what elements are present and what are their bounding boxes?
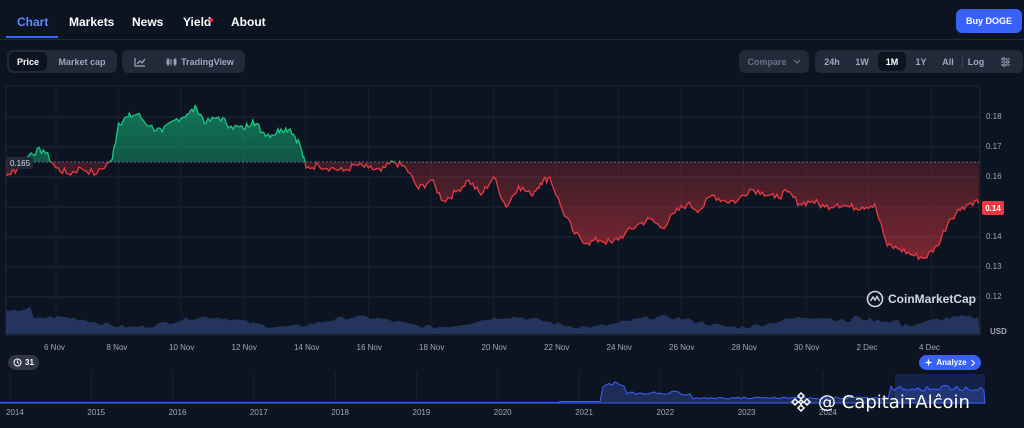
year-label: 2015 [87, 408, 106, 417]
chart-settings-button[interactable] [992, 52, 1018, 71]
price-line-below [5, 162, 980, 261]
new-indicator-dot [209, 18, 213, 22]
event-count: 31 [25, 358, 34, 367]
watermark-text: CoinMarketCap [888, 292, 977, 306]
volume-bars [6, 306, 980, 334]
x-tick-label: 6 Nov [44, 343, 65, 352]
tab-markets[interactable]: Markets [69, 15, 115, 29]
x-tick-label: 14 Nov [294, 343, 320, 352]
line-chart-icon [134, 57, 146, 67]
current-price-tag: 0.14 [982, 201, 1004, 215]
range-1m-button[interactable]: 1M [878, 52, 906, 71]
coinmarketcap-watermark: CoinMarketCap [866, 290, 976, 308]
reference-price-tag: 0.165 [7, 157, 34, 169]
compare-dropdown[interactable]: Compare [739, 50, 809, 73]
y-tick-label: 0.17 [986, 142, 1002, 151]
price-area-below [6, 162, 979, 260]
x-tick-label: 4 Dec [919, 343, 940, 352]
volume-axis-label: USD [990, 327, 1007, 336]
tab-about[interactable]: About [231, 15, 266, 29]
year-label: 2020 [493, 408, 512, 417]
range-navigator[interactable] [0, 372, 1024, 404]
navigator-selection[interactable] [895, 374, 985, 404]
x-tick-label: 22 Nov [544, 343, 570, 352]
market-cap-view-button[interactable]: Market cap [58, 56, 106, 67]
caption-text: @ CapitaiтAlĉoin [818, 391, 970, 413]
price-view-button[interactable]: Price [9, 52, 47, 71]
line-chart-button[interactable] [126, 52, 154, 71]
x-tick-label: 24 Nov [606, 343, 632, 352]
buy-doge-button[interactable]: Buy DOGE [956, 9, 1022, 33]
tab-chart[interactable]: Chart [17, 15, 49, 29]
candles-icon [166, 57, 177, 66]
binance-logo-icon [790, 391, 812, 413]
year-label: 2018 [331, 408, 349, 417]
price-chart[interactable] [0, 80, 1024, 340]
y-tick-label: 0.16 [986, 172, 1002, 181]
year-label: 2021 [575, 408, 593, 417]
range-1y-button[interactable]: 1Y [915, 56, 927, 67]
source-caption: @ CapitaiтAlĉoin [790, 391, 970, 413]
tab-news[interactable]: News [132, 15, 164, 29]
year-label: 2023 [737, 408, 756, 417]
x-tick-label: 16 Nov [356, 343, 382, 352]
x-tick-label: 10 Nov [169, 343, 195, 352]
chevron-down-icon [793, 59, 800, 64]
sparkle-icon [924, 358, 933, 367]
year-label: 2014 [6, 408, 24, 417]
y-tick-label: 0.18 [986, 112, 1002, 121]
log-scale-button[interactable]: Log [967, 56, 985, 67]
x-tick-label: 20 Nov [481, 343, 507, 352]
range-all-button[interactable]: All [942, 56, 954, 67]
toolbar-divider [962, 55, 963, 68]
year-label: 2019 [412, 408, 431, 417]
view-toggle: Price Market cap [7, 50, 117, 73]
y-tick-label: 0.12 [986, 292, 1002, 301]
navigator-history-line [0, 381, 986, 404]
x-tick-label: 28 Nov [731, 343, 757, 352]
range-24h-button[interactable]: 24h [824, 56, 840, 67]
tradingview-button[interactable]: TradingView [160, 52, 240, 71]
x-tick-label: 26 Nov [669, 343, 695, 352]
price-line-above [21, 103, 401, 162]
y-tick-label: 0.13 [986, 262, 1002, 271]
year-label: 2017 [249, 408, 268, 417]
x-tick-label: 18 Nov [419, 343, 445, 352]
history-icon [13, 358, 22, 367]
analyze-button[interactable]: Analyze [919, 355, 981, 370]
x-tick-label: 8 Nov [106, 343, 128, 352]
settings-sliders-icon [1000, 56, 1010, 67]
chart-style-toggle: TradingView [122, 50, 245, 73]
plot-frame [5, 85, 981, 336]
tradingview-label: TradingView [181, 56, 234, 67]
coinmarketcap-logo-icon [866, 290, 884, 308]
y-tick-label: 0.14 [986, 232, 1002, 241]
time-range-toggle: 24h 1W 1M 1Y All Log [815, 50, 1023, 73]
tab-yield[interactable]: Yield [183, 15, 212, 29]
event-counter-badge[interactable]: 31 [8, 355, 39, 370]
analyze-label: Analyze [936, 358, 967, 367]
active-tab-underline [6, 36, 58, 38]
range-1w-button[interactable]: 1W [855, 56, 869, 67]
top-nav: Chart Markets News Yield About Buy DOGE [0, 0, 1024, 40]
year-label: 2022 [656, 408, 675, 417]
chevron-right-icon [970, 359, 975, 366]
x-tick-label: 2 Dec [856, 343, 878, 352]
chart-grid [5, 85, 981, 336]
compare-label: Compare [747, 56, 787, 67]
year-label: 2016 [168, 408, 187, 417]
price-area-above [6, 105, 979, 162]
x-tick-label: 12 Nov [231, 343, 257, 352]
x-tick-label: 30 Nov [794, 343, 820, 352]
year-label: 2024 [819, 408, 837, 417]
